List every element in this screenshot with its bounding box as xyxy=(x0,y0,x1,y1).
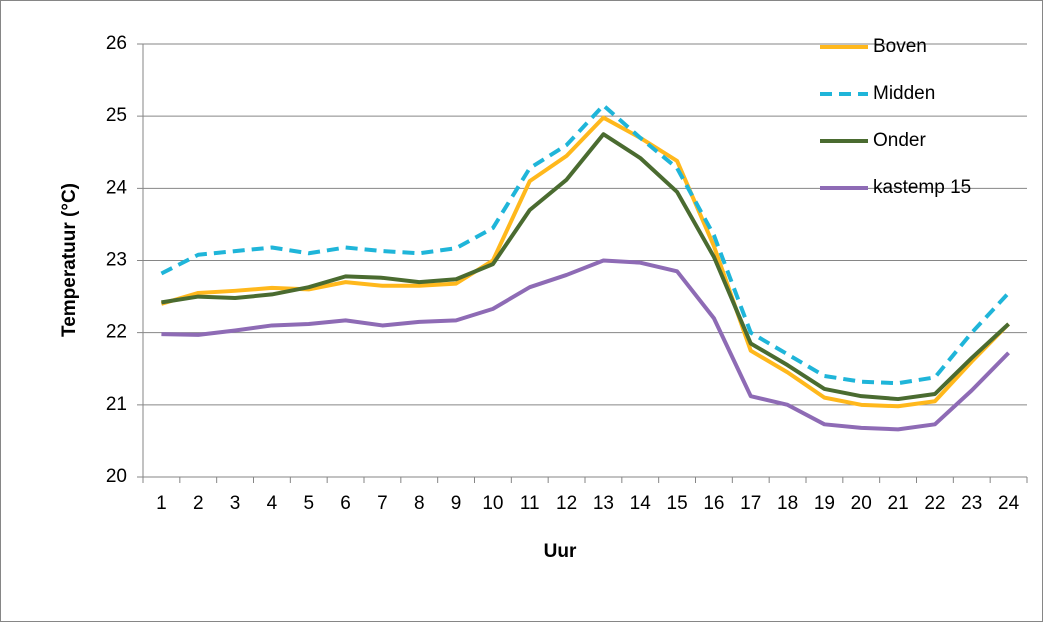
x-tick-label: 6 xyxy=(340,493,351,514)
x-tick-label: 11 xyxy=(520,493,540,514)
legend-label: Boven xyxy=(873,36,927,57)
y-tick-label: 21 xyxy=(106,394,127,415)
x-tick-label: 5 xyxy=(303,493,314,514)
legend-label: Onder xyxy=(873,130,926,151)
x-tick-label: 13 xyxy=(593,493,614,514)
x-tick-label: 18 xyxy=(777,493,798,514)
data-line xyxy=(161,258,1011,432)
x-tick-label: 17 xyxy=(740,493,761,514)
x-tick-label: 19 xyxy=(814,493,835,514)
y-tick-label: 25 xyxy=(106,105,127,126)
x-tick-label: 14 xyxy=(630,493,652,514)
legend-label: kastemp 15 xyxy=(873,177,971,198)
x-tick-label: 7 xyxy=(377,493,388,514)
x-tick-label: 1 xyxy=(156,493,167,514)
x-tick-label: 10 xyxy=(482,493,503,514)
x-tick-label: 12 xyxy=(556,493,577,514)
data-line xyxy=(160,103,1011,386)
y-tick-label: 24 xyxy=(106,177,128,198)
x-tick-label: 3 xyxy=(230,493,241,514)
x-tick-label: 4 xyxy=(267,493,278,514)
x-tick-label: 21 xyxy=(888,493,909,514)
x-tick-label: 2 xyxy=(193,493,204,514)
x-tick-label: 9 xyxy=(451,493,462,514)
x-tick-label: 22 xyxy=(924,493,945,514)
y-axis-label: Temperatuur (°C) xyxy=(59,183,80,337)
x-tick-label: 8 xyxy=(414,493,425,514)
x-tick-label: 16 xyxy=(703,493,724,514)
x-tick-label: 15 xyxy=(667,493,688,514)
x-tick-label: 23 xyxy=(961,493,982,514)
y-tick-label: 22 xyxy=(106,322,127,343)
legend-label: Midden xyxy=(873,83,935,104)
x-axis-label: Uur xyxy=(544,541,577,562)
x-tick-label: 24 xyxy=(998,493,1020,514)
data-line xyxy=(161,132,1010,402)
y-tick-label: 23 xyxy=(106,250,127,271)
y-tick-label: 20 xyxy=(106,466,127,487)
y-tick-label: 26 xyxy=(106,33,127,54)
x-tick-label: 20 xyxy=(851,493,872,514)
